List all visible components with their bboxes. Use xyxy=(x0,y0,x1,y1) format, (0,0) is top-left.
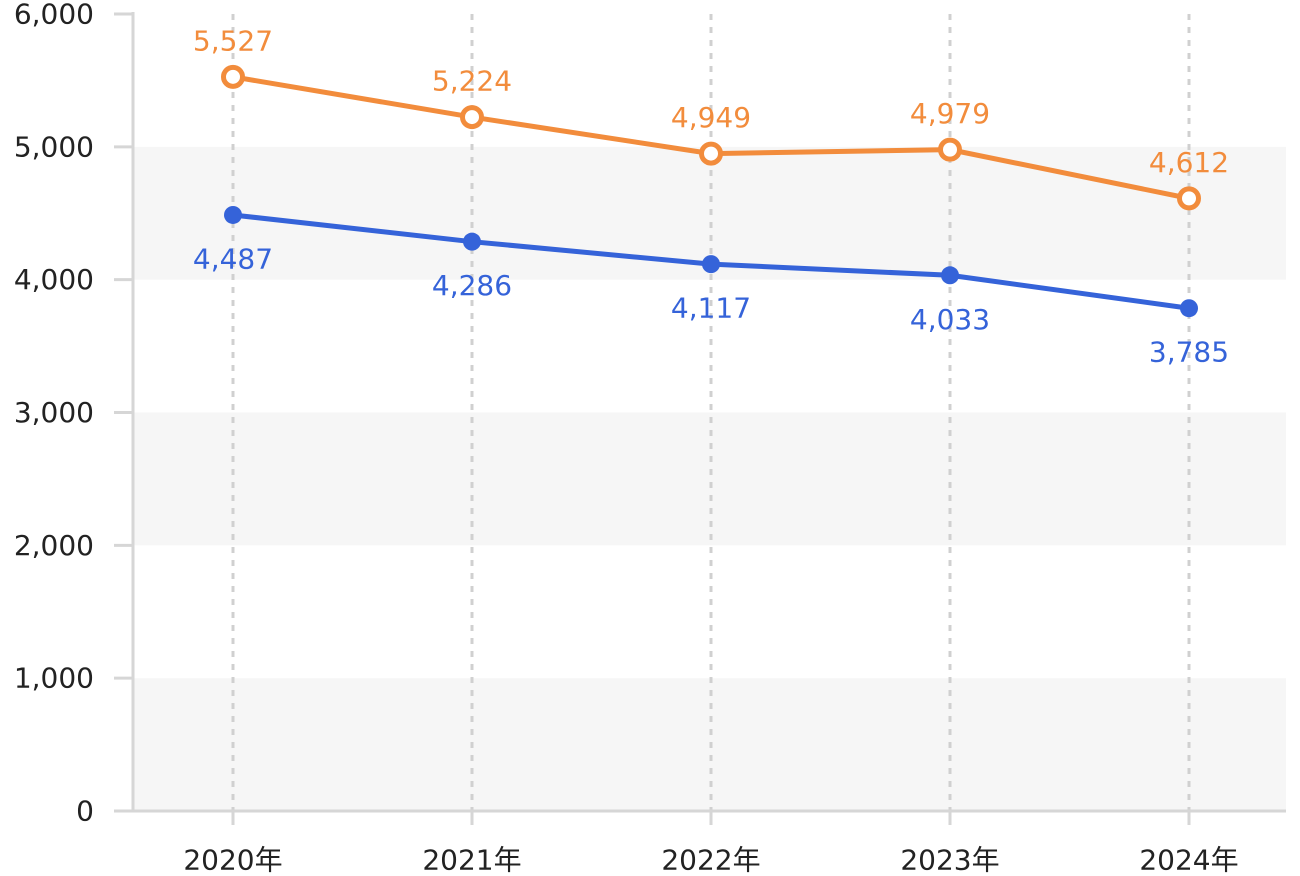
data-label: 4,612 xyxy=(1149,146,1229,179)
data-label: 5,224 xyxy=(432,65,512,98)
axes xyxy=(114,12,1286,825)
data-point xyxy=(221,64,245,89)
y-tick-label: 3,000 xyxy=(14,396,94,429)
data-point xyxy=(702,255,720,274)
data-point xyxy=(699,141,723,166)
y-tick-labels: 0 1,000 2,000 3,000 4,000 5,000 6,000 xyxy=(14,0,94,828)
y-tick-label: 6,000 xyxy=(14,0,94,31)
data-point xyxy=(1180,299,1198,318)
y-tick-label: 4,000 xyxy=(14,263,94,296)
y-tick-label: 2,000 xyxy=(14,529,94,562)
data-point xyxy=(938,137,962,162)
data-label: 4,949 xyxy=(671,101,751,134)
data-label: 5,527 xyxy=(193,24,273,57)
series-group: 5,527 5,224 4,949 4,979 4,612 4,487 4,286 4,117… xyxy=(193,24,1229,368)
y-tick-label: 5,000 xyxy=(14,130,94,163)
data-point xyxy=(463,232,481,251)
data-point xyxy=(460,105,484,130)
y-tick-label: 1,000 xyxy=(14,662,94,695)
data-label: 3,785 xyxy=(1149,336,1229,369)
x-tick-label: 2023年 xyxy=(900,844,999,876)
x-tick-label: 2024年 xyxy=(1139,844,1238,876)
data-label: 4,033 xyxy=(910,303,990,336)
data-label: 4,979 xyxy=(910,97,990,130)
data-point xyxy=(941,266,959,285)
x-tick-labels: 2020年 2021年 2022年 2023年 2024年 xyxy=(183,844,1238,876)
data-label: 4,117 xyxy=(671,292,751,325)
data-point xyxy=(224,205,242,224)
x-tick-label: 2021年 xyxy=(422,844,521,876)
grid-bands xyxy=(133,146,1286,811)
data-point xyxy=(1177,186,1201,211)
y-tick-label: 0 xyxy=(76,795,94,828)
x-tick-label: 2022年 xyxy=(661,844,760,876)
data-label: 4,487 xyxy=(193,242,273,275)
data-label: 4,286 xyxy=(432,269,512,302)
series-2: 4,487 4,286 4,117 4,033 3,785 xyxy=(193,205,1229,369)
series-1: 5,527 5,224 4,949 4,979 4,612 xyxy=(193,24,1229,211)
x-tick-label: 2020年 xyxy=(183,844,282,876)
